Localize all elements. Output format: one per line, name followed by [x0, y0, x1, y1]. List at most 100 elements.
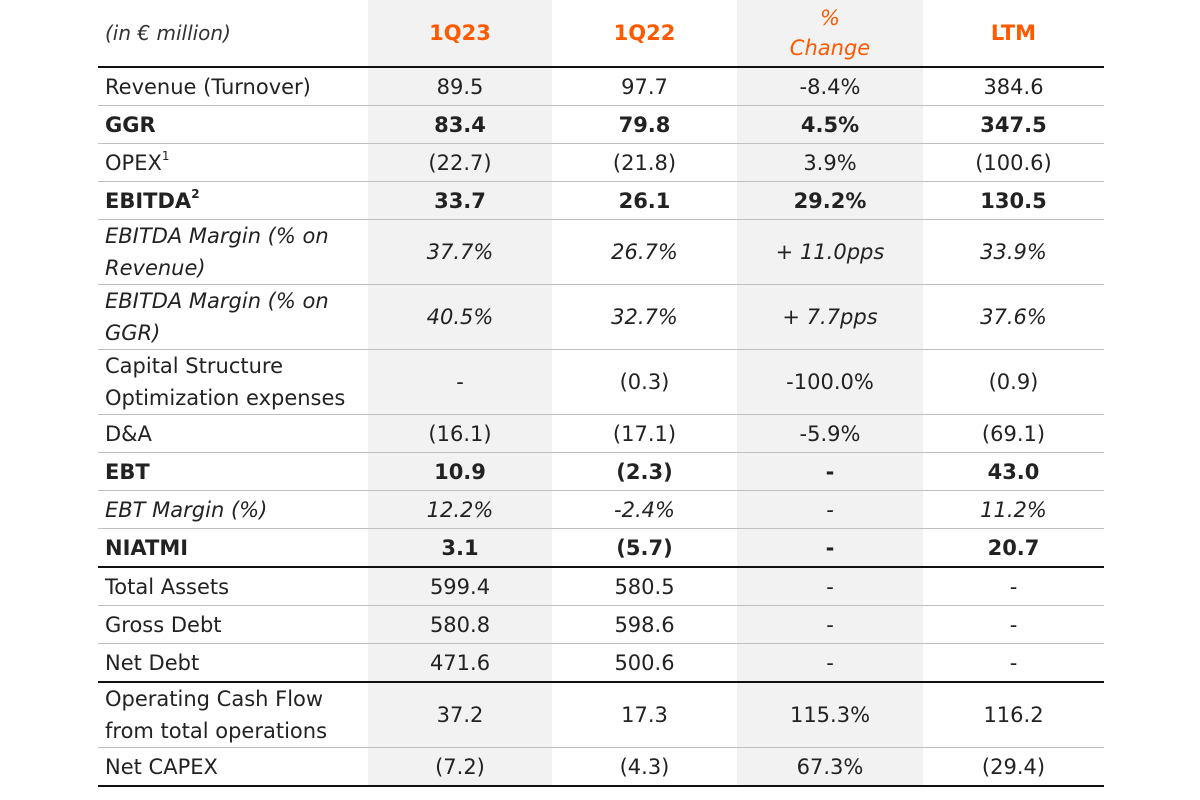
cell-pct-change: - [737, 605, 923, 644]
row-label: EBITDA Margin (% on GGR) [98, 285, 368, 350]
cell-1q23: 3.1 [368, 528, 552, 567]
row-label-line2: Revenue) [105, 256, 206, 280]
cell-1q22: 26.1 [618, 188, 671, 213]
table-row: EBT Margin (%) 12.2% -2.4% - 11.2% [98, 490, 1104, 529]
cell-pct-change: 115.3% [737, 682, 923, 748]
cell-1q22: (5.7) [616, 535, 673, 560]
row-label-line1: EBITDA Margin (% on [105, 224, 329, 248]
cell-ltm: 43.0 [987, 459, 1040, 484]
cell-ltm: 116.2 [983, 703, 1044, 727]
cell-1q23: 12.2% [368, 490, 552, 529]
column-header-pct-change: % Change [737, 0, 923, 68]
cell-pct-change: + 11.0pps [737, 219, 923, 285]
cell-1q22: (0.3) [619, 370, 670, 394]
column-header-ltm: LTM [923, 0, 1104, 68]
cell-ltm: 347.5 [980, 112, 1047, 137]
table-row: Gross Debt 580.8 598.6 - - [98, 605, 1104, 644]
pct-symbol: % [820, 6, 840, 30]
row-label: D&A [105, 421, 152, 446]
table-row: Revenue (Turnover) 89.5 97.7 -8.4% 384.6 [98, 67, 1104, 106]
table-row: EBITDA2 33.7 26.1 29.2% 130.5 [98, 181, 1104, 220]
cell-pct-change: 29.2% [737, 181, 923, 220]
row-label: Total Assets [105, 574, 230, 599]
cell-ltm: 130.5 [980, 188, 1047, 213]
column-header-1q22: 1Q22 [552, 0, 737, 68]
cell-pct-change: + 7.7pps [737, 284, 923, 350]
cell-ltm: - [1009, 574, 1018, 599]
cell-1q23: (16.1) [368, 414, 552, 453]
cell-1q23: 37.7% [368, 219, 552, 285]
cell-1q22: 26.7% [611, 240, 678, 264]
cell-pct-change: - [737, 490, 923, 529]
cell-pct-change: 4.5% [737, 105, 923, 144]
footnote-marker: 1 [161, 148, 170, 163]
cell-1q23: 40.5% [368, 284, 552, 350]
cell-1q22: (21.8) [612, 150, 677, 175]
cell-1q23: 33.7 [368, 181, 552, 220]
row-label: NIATMI [105, 535, 189, 560]
cell-1q22: 17.3 [621, 703, 668, 727]
table-header-row: (in € million) 1Q23 1Q22 % Change LTM [98, 0, 1104, 68]
cell-1q22: (2.3) [616, 459, 673, 484]
row-label: GGR [105, 112, 156, 137]
cell-1q23: 10.9 [368, 452, 552, 491]
cell-ltm: - [1009, 612, 1018, 637]
row-label-line2: GGR) [105, 321, 161, 345]
footnote-marker: 2 [191, 186, 200, 201]
change-word: Change [789, 36, 871, 60]
row-label: Revenue (Turnover) [105, 74, 311, 99]
row-label: EBT Margin (%) [105, 497, 268, 522]
row-label-text: OPEX [105, 150, 162, 175]
row-label: Gross Debt [105, 612, 222, 637]
cell-pct-change: 3.9% [737, 143, 923, 182]
cell-1q22: 580.5 [614, 574, 675, 599]
cell-1q23: (7.2) [368, 747, 552, 786]
row-label-line1: EBITDA Margin (% on [105, 289, 329, 313]
cell-ltm: 33.9% [980, 240, 1047, 264]
column-header-1q23: 1Q23 [368, 0, 552, 68]
row-label: Net Debt [105, 650, 200, 675]
table-row: Net Debt 471.6 500.6 - - [98, 643, 1104, 682]
cell-ltm: (100.6) [975, 150, 1052, 175]
row-label: EBITDA Margin (% on Revenue) [98, 220, 368, 285]
table-row: OPEX1 (22.7) (21.8) 3.9% (100.6) [98, 143, 1104, 182]
cell-1q22: 97.7 [621, 74, 668, 99]
table-row: GGR 83.4 79.8 4.5% 347.5 [98, 105, 1104, 144]
row-label-line2: Optimization expenses [105, 386, 346, 410]
cell-1q23: 580.8 [368, 605, 552, 644]
cell-pct-change: -8.4% [737, 67, 923, 106]
table-row: EBT 10.9 (2.3) - 43.0 [98, 452, 1104, 491]
row-label: Operating Cash Flow from total operations [98, 682, 368, 748]
cell-pct-change: -5.9% [737, 414, 923, 453]
table-row: Total Assets 599.4 580.5 - - [98, 567, 1104, 606]
financial-summary-table: (in € million) 1Q23 1Q22 % Change LTM Rev… [98, 0, 1104, 787]
cell-pct-change: -100.0% [737, 349, 923, 415]
row-label-line2: from total operations [105, 719, 328, 743]
cell-ltm: 11.2% [980, 497, 1047, 522]
cell-1q22: -2.4% [614, 497, 675, 522]
cell-ltm: 384.6 [983, 74, 1044, 99]
row-label: Capital Structure Optimization expenses [98, 350, 368, 415]
row-label: EBT [105, 459, 150, 484]
row-label-line1: Capital Structure [105, 354, 283, 378]
cell-1q23: 83.4 [368, 105, 552, 144]
table-row: EBITDA Margin (% on Revenue) 37.7% 26.7% … [98, 219, 1104, 285]
row-label-line1: Operating Cash Flow [105, 687, 324, 711]
cell-ltm: (0.9) [988, 370, 1039, 394]
cell-1q23: 37.2 [368, 682, 552, 748]
cell-pct-change: - [737, 452, 923, 491]
table-row: NIATMI 3.1 (5.7) - 20.7 [98, 528, 1104, 567]
cell-pct-change: - [737, 567, 923, 606]
cell-pct-change: 67.3% [737, 747, 923, 786]
cell-1q22: (4.3) [619, 754, 670, 779]
table-row: Net CAPEX (7.2) (4.3) 67.3% (29.4) [98, 747, 1104, 786]
cell-1q22: 32.7% [611, 305, 678, 329]
cell-1q23: (22.7) [368, 143, 552, 182]
cell-ltm: 20.7 [987, 535, 1040, 560]
cell-1q22: 500.6 [614, 650, 675, 675]
table-row: D&A (16.1) (17.1) -5.9% (69.1) [98, 414, 1104, 453]
cell-1q22: 598.6 [614, 612, 675, 637]
cell-1q23: 599.4 [368, 567, 552, 606]
cell-1q23: 89.5 [368, 67, 552, 106]
cell-1q22: (17.1) [612, 421, 677, 446]
